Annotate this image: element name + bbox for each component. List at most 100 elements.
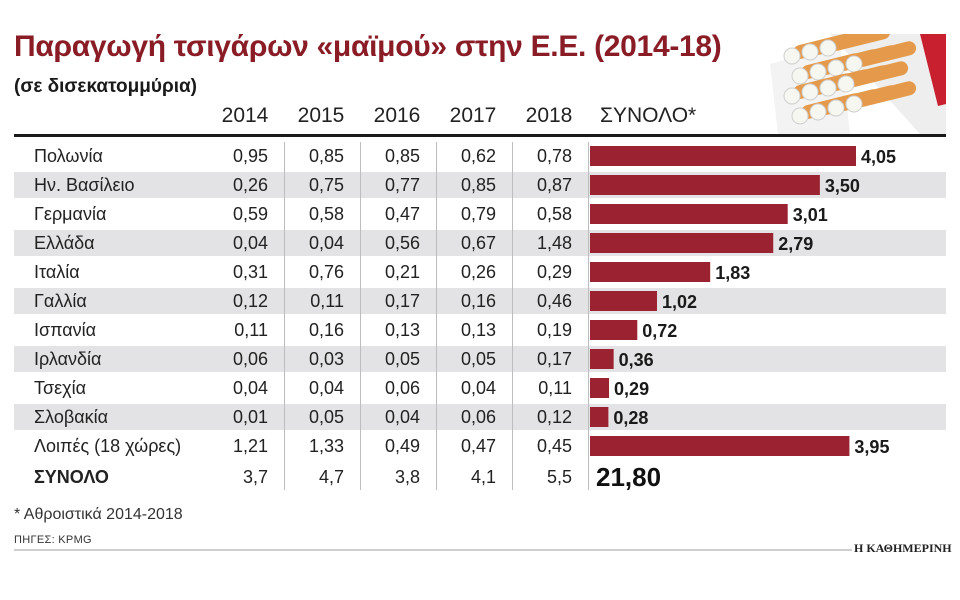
year-value-2014: 0,59: [232, 204, 268, 224]
brand-rule: [14, 549, 852, 551]
year-value-2014: 0,26: [232, 175, 268, 195]
column-divider: [360, 142, 361, 490]
year-value-2018: 0,11: [538, 378, 572, 398]
year-value-2016: 0,85: [384, 146, 420, 166]
year-value-2017: 0,04: [460, 378, 496, 398]
column-header-2016: 2016: [373, 104, 421, 127]
footnote: * Αθροιστικά 2014-2018: [14, 506, 183, 523]
column-header-2018: 2018: [525, 104, 573, 127]
year-value-2016: 0,04: [384, 407, 420, 427]
year-value-2017: 0,13: [460, 320, 496, 340]
year-value-2017: 0,06: [460, 407, 496, 427]
year-value-2015: 0,16: [308, 320, 344, 340]
total-bar-label: 3,01: [793, 205, 828, 225]
year-value-2018: 0,19: [536, 320, 572, 340]
country-label: Γερμανία: [34, 204, 107, 224]
year-value-2018: 0,29: [536, 262, 572, 282]
year-value-2014: 0,04: [232, 233, 268, 253]
total-bar-label: 1,83: [715, 263, 750, 283]
table-row: Ισπανία 0,11 0,16 0,13 0,13 0,19: [14, 317, 946, 343]
year-value-2017: 0,79: [460, 204, 496, 224]
year-value-2014: 0,11: [234, 320, 268, 340]
year-value-2014: 0,04: [232, 378, 268, 398]
total-bar-label: 0,29: [614, 379, 649, 399]
year-value-2017: 0,85: [460, 175, 496, 195]
country-label: Ιταλία: [34, 262, 80, 282]
country-label: Γαλλία: [34, 291, 87, 311]
year-value-2017: 0,67: [460, 233, 496, 253]
year-value-2017: 0,62: [460, 146, 496, 166]
column-divider: [284, 142, 285, 490]
country-label: Ελλάδα: [34, 233, 95, 253]
table-row: Γερμανία 0,59 0,58 0,47 0,79 0,58: [14, 201, 946, 227]
country-label: Ιρλανδία: [34, 349, 102, 369]
year-value-2015: 0,11: [310, 291, 344, 311]
year-value-2014: 0,95: [232, 146, 268, 166]
year-value-2016: 0,06: [384, 378, 420, 398]
total-bar-label: 1,02: [662, 292, 697, 312]
total-bar: [590, 146, 856, 166]
year-value-2018: 0,17: [536, 349, 572, 369]
total-bar: [590, 407, 609, 427]
total-bar: [590, 175, 820, 195]
column-header-2014: 2014: [221, 104, 269, 127]
year-value-2018: 0,78: [536, 146, 572, 166]
totals-row: ΣΥΝΟΛΟ 3,7 4,7 3,8 4,1 5,5 21,80: [14, 462, 946, 492]
total-bar: [590, 233, 774, 253]
table-row: Γαλλία 0,12 0,11 0,17 0,16 0,46: [14, 288, 946, 314]
country-label: Ισπανία: [34, 320, 97, 340]
total-bar: [590, 378, 610, 398]
year-value-2015: 0,04: [308, 378, 344, 398]
grand-total: 21,80: [596, 462, 662, 492]
year-value-2017: 0,26: [460, 262, 496, 282]
year-total-2016: 3,8: [394, 467, 420, 487]
country-label: Πολωνία: [34, 146, 103, 166]
column-header-2015: 2015: [297, 104, 345, 127]
column-header-2017: 2017: [449, 104, 497, 127]
total-bar-label: 4,05: [861, 147, 896, 167]
year-total-2017: 4,1: [470, 467, 496, 487]
total-bar-label: 0,28: [613, 408, 648, 428]
year-value-2018: 1,48: [536, 233, 572, 253]
year-total-2018: 5,5: [546, 467, 572, 487]
totals-label: ΣΥΝΟΛΟ: [34, 467, 109, 487]
year-value-2015: 1,33: [308, 436, 344, 456]
year-value-2016: 0,47: [384, 204, 420, 224]
year-value-2016: 0,05: [384, 349, 420, 369]
year-value-2015: 0,75: [308, 175, 344, 195]
total-bar: [590, 349, 614, 369]
column-divider: [436, 142, 437, 490]
publisher-brand: Η ΚΑΘΗΜΕΡΙΝΗ: [854, 541, 952, 555]
cigarette-pack-illustration: [770, 34, 946, 134]
year-value-2017: 0,47: [460, 436, 496, 456]
total-bar-label: 2,79: [778, 234, 813, 254]
table-row: Σλοβακία 0,01 0,05 0,04 0,06 0,12: [14, 404, 946, 430]
year-value-2015: 0,03: [308, 349, 344, 369]
table-row: Πολωνία 0,95 0,85 0,85 0,62 0,78: [14, 143, 946, 169]
table-row: Ιρλανδία 0,06 0,03 0,05 0,05 0,17: [14, 346, 946, 372]
year-value-2016: 0,49: [384, 436, 420, 456]
country-label: Σλοβακία: [34, 407, 109, 427]
year-value-2018: 0,12: [536, 407, 572, 427]
table-row: Τσεχία 0,04 0,04 0,06 0,04 0,11: [14, 375, 946, 401]
year-value-2018: 0,58: [536, 204, 572, 224]
total-bar-label: 0,72: [642, 321, 677, 341]
year-value-2015: 0,05: [308, 407, 344, 427]
year-value-2014: 0,31: [232, 262, 268, 282]
total-bar-label: 0,36: [619, 350, 654, 370]
year-value-2014: 0,01: [232, 407, 268, 427]
column-divider: [588, 142, 589, 490]
year-value-2017: 0,05: [460, 349, 496, 369]
year-value-2015: 0,85: [308, 146, 344, 166]
year-value-2017: 0,16: [460, 291, 496, 311]
source-note: ΠΗΓΕΣ: KPMG: [14, 534, 92, 546]
chart-title: Παραγωγή τσιγάρων «μαϊμού» στην Ε.Ε. (20…: [14, 30, 722, 63]
year-value-2015: 0,58: [308, 204, 344, 224]
column-divider: [512, 142, 513, 490]
column-header-total: ΣΥΝΟΛΟ*: [600, 104, 697, 127]
year-value-2014: 0,06: [232, 349, 268, 369]
year-value-2016: 0,77: [384, 175, 420, 195]
year-value-2018: 0,46: [536, 291, 572, 311]
year-value-2016: 0,17: [384, 291, 420, 311]
